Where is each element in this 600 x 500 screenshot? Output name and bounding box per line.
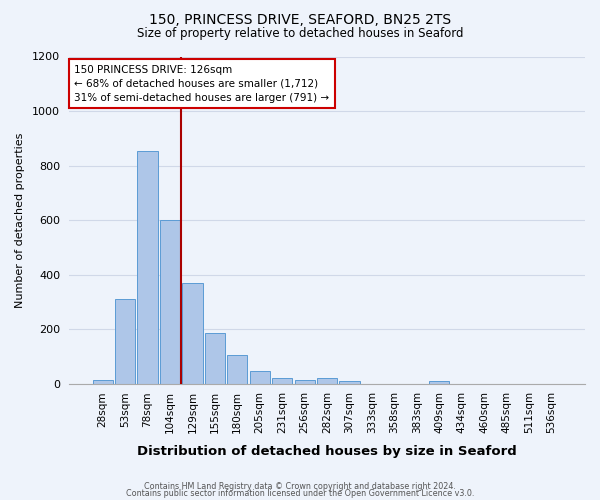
Bar — [92, 380, 113, 384]
Text: 150, PRINCESS DRIVE, SEAFORD, BN25 2TS: 150, PRINCESS DRIVE, SEAFORD, BN25 2TS — [149, 12, 451, 26]
Text: Contains HM Land Registry data © Crown copyright and database right 2024.: Contains HM Land Registry data © Crown c… — [144, 482, 456, 491]
Bar — [205, 333, 225, 384]
Bar — [295, 380, 315, 384]
Bar — [160, 220, 180, 384]
Bar — [137, 150, 158, 384]
Bar — [250, 372, 270, 384]
Bar — [317, 378, 337, 384]
Y-axis label: Number of detached properties: Number of detached properties — [15, 132, 25, 308]
Text: 150 PRINCESS DRIVE: 126sqm
← 68% of detached houses are smaller (1,712)
31% of s: 150 PRINCESS DRIVE: 126sqm ← 68% of deta… — [74, 64, 329, 102]
Bar — [182, 283, 203, 384]
Text: Contains public sector information licensed under the Open Government Licence v3: Contains public sector information licen… — [126, 490, 474, 498]
Bar — [115, 299, 135, 384]
Text: Size of property relative to detached houses in Seaford: Size of property relative to detached ho… — [137, 28, 463, 40]
Bar — [340, 381, 359, 384]
X-axis label: Distribution of detached houses by size in Seaford: Distribution of detached houses by size … — [137, 444, 517, 458]
Bar — [429, 381, 449, 384]
Bar — [227, 355, 247, 384]
Bar — [272, 378, 292, 384]
